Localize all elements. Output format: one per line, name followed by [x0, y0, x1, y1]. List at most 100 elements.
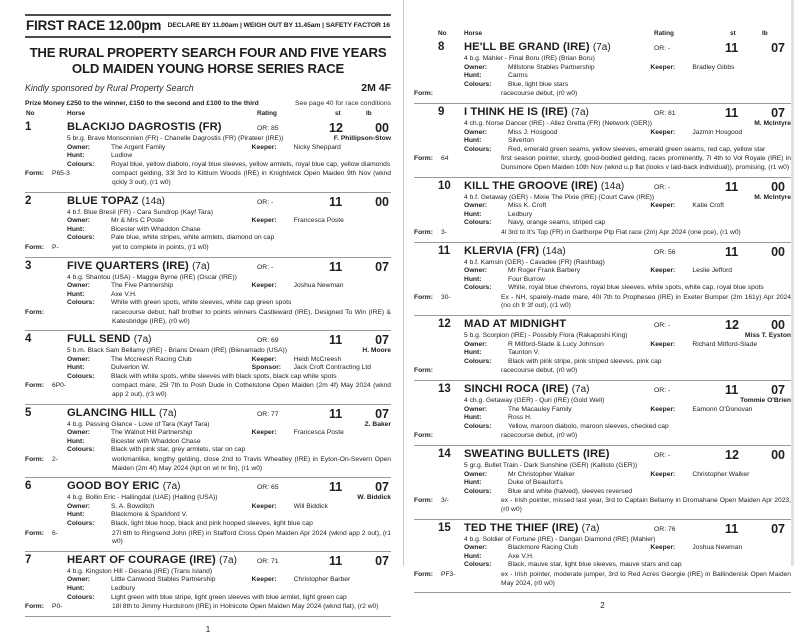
form-row: Form: 3/- ex - Irish pointer, missed las… — [414, 497, 791, 514]
hunt-value: Four Burrow — [508, 275, 545, 283]
weight-pounds: 07 — [771, 41, 785, 55]
runner-name-text: KLERVIA (FR) — [464, 244, 540, 257]
runner-entry: 2 BLUE TOPAZ (14a) OR: - 11 00 4 b.f. Bl… — [25, 193, 391, 258]
colours-value: Light green with blue stripe, light gree… — [111, 593, 347, 601]
form-comment: racecourse debut, (r0 w0) — [501, 432, 578, 440]
runner-age-tag: (7a) — [192, 260, 210, 272]
colours-value: Black with pink stripe, pink striped sle… — [508, 357, 662, 365]
owner-keeper-row: Owner: S. A. Bowditch Keeper: Will Biddi… — [67, 503, 391, 512]
keeper-value: Eamonn O'Donovan — [692, 405, 753, 413]
hunt-value: Axe V.H. — [508, 552, 534, 560]
weight-stones: 11 — [329, 406, 343, 421]
form-figures: 30- — [441, 293, 451, 301]
owner-keeper-row: Owner: Mr & Mrs C Poste Keeper: Francesc… — [67, 217, 391, 226]
runner-name: SINCHI ROCA (IRE) (7a) — [464, 383, 589, 395]
weight-pounds: 07 — [375, 259, 389, 274]
hunt-value: Taunton V. — [508, 349, 540, 357]
hunt-label: Hunt: — [464, 210, 482, 218]
weight-stones: 12 — [329, 121, 343, 135]
hunt-sponsor-row: Hunt: Ross H. Sponsor: — [464, 414, 791, 423]
official-rating: OR: 56 — [654, 248, 676, 256]
sponsor-value: Jack Croft Contracting Ltd — [293, 364, 371, 372]
keeper-value: Francesca Poste — [293, 429, 344, 437]
form-comment: yet to complete in points, (r1 w0) — [112, 243, 209, 251]
hunt-label: Hunt: — [67, 364, 85, 372]
colours-label: Colours: — [67, 234, 95, 242]
owner-label: Owner: — [464, 405, 488, 413]
colours-value: Yellow, maroon diabolo, maroon sleeves, … — [508, 422, 669, 430]
hunt-value: Ross H. — [508, 414, 532, 422]
breeding-row: 4 b.f. Kamsin (GER) - Cavadee (FR) (Rash… — [464, 259, 791, 268]
form-figures: P65-3 — [52, 170, 70, 178]
runner-age-tag: (7a) — [219, 554, 237, 566]
hunt-value: Axe V.H. — [111, 290, 137, 298]
runner-number: 13 — [438, 383, 451, 396]
runner-weight: 11 00 — [725, 245, 785, 259]
rider-name: Miss T. Eyston — [744, 332, 791, 340]
runner-name-text: FIVE QUARTERS (IRE) — [67, 259, 189, 272]
form-label: Form: — [25, 243, 44, 251]
owner-value: The Walnut Hill Partnership — [111, 429, 193, 437]
weight-pounds: 00 — [771, 179, 785, 194]
owner-label: Owner: — [464, 128, 488, 136]
column-rating: Rating — [654, 30, 674, 37]
runner-name: I THINK HE IS (IRE) (7a) — [464, 106, 589, 118]
breeding-line: 4 b.f. Getaway (GER) - Mixie The Pixie (… — [464, 193, 655, 201]
form-label: Form: — [414, 228, 433, 236]
owner-value: Mr Roger Frank Barbery — [508, 267, 581, 275]
runner-details: 4 b.g. Mahler - Final Boru (IRE) (Brian … — [464, 55, 791, 89]
colours-value: White with green spots, white sleeves, w… — [111, 299, 292, 307]
hunt-sponsor-row: Hunt: Ledbury Sponsor: — [67, 585, 391, 594]
runner-weight: 11 07 — [329, 554, 389, 568]
runner-age-tag: (14a) — [141, 195, 166, 207]
colours-row: Colours: Black, light blue hoop, black a… — [67, 520, 391, 529]
rider-name: F. Phillipson-Stow — [333, 135, 391, 142]
keeper-value: Jazmin Hosgood — [692, 128, 743, 136]
owner-label: Owner: — [464, 470, 488, 478]
keeper-value: Joshua Newman — [293, 282, 344, 290]
form-row: Form: racecourse debut, (r0 w0) — [414, 90, 791, 99]
runner-name: FULL SEND (7a) — [67, 333, 152, 345]
runner-age-tag: (7a) — [158, 407, 177, 419]
runner-weight: 11 07 — [329, 407, 389, 421]
form-comment: first season pointer, sturdy, good-bodie… — [501, 155, 791, 171]
runner-weight: 11 00 — [725, 180, 785, 194]
weight-stones: 12 — [725, 318, 739, 333]
weight-stones: 11 — [725, 383, 739, 398]
hunt-label: Hunt: — [67, 584, 85, 592]
runner-entry: 15 TED THE THIEF (IRE) (7a) OR: 76 11 07… — [414, 520, 791, 594]
owner-keeper-row: Owner: Mr Roger Frank Barbery Keeper: Le… — [464, 267, 791, 276]
form-label: Form: — [414, 570, 433, 578]
declare-weighout-info: DECLARE BY 11.00am | WEIGH OUT BY 11.45a… — [167, 22, 391, 29]
form-row: Form: P- yet to complete in points, (r1 … — [25, 244, 391, 253]
weight-stones: 11 — [329, 259, 343, 274]
runner-name-text: TED THE THIEF (IRE) — [464, 521, 579, 534]
runner-list-right: 8 HE'LL BE GRAND (IRE) (7a) OR: - 11 07 … — [414, 39, 791, 594]
weight-pounds: 07 — [375, 406, 389, 421]
hunt-label: Hunt: — [67, 152, 85, 160]
keeper-value: Will Biddick — [293, 502, 328, 510]
colours-label: Colours: — [67, 446, 95, 454]
hunt-sponsor-row: Hunt: Carms Sponsor: — [464, 72, 791, 81]
prize-row: Prize Money £250 to the winner, £150 to … — [25, 100, 391, 107]
hunt-value: Ludlow — [111, 152, 133, 160]
runner-age-tag: (7a) — [133, 334, 152, 346]
column-st: st — [730, 30, 736, 37]
weight-pounds: 00 — [771, 318, 785, 333]
sponsor-note: Kindly sponsored by Rural Property Searc… — [25, 83, 194, 93]
weight-stones: 11 — [329, 480, 343, 495]
keeper-label: Keeper: — [251, 282, 277, 290]
runner-details: 4 b.f. Kamsin (GER) - Cavadee (FR) (Rash… — [464, 259, 791, 293]
colours-row: Colours: White, royal blue chevrons, roy… — [464, 284, 791, 293]
runner-details: 5 b.g. Scorpion (IRE) - Possibly Flora (… — [464, 332, 791, 366]
runner-number: 9 — [438, 105, 445, 118]
owner-value: R Mitford-Slade & Lucy Johnson — [508, 340, 604, 348]
owner-keeper-row: Owner: Millstone Stables Partnership Kee… — [464, 64, 791, 73]
form-comment: compact gelding, 33l 3rd to Kittlum Wood… — [112, 170, 391, 186]
hunt-value: Bicester with Whaddon Chase — [111, 437, 201, 445]
hunt-label: Hunt: — [67, 225, 85, 233]
hunt-sponsor-row: Hunt: Four Burrow Sponsor: — [464, 276, 791, 285]
sponsor-row: Kindly sponsored by Rural Property Searc… — [25, 82, 391, 94]
breeding-row: 4 b.g. Passing Glance - Love of Tara (Ka… — [67, 421, 391, 430]
hunt-value: Silverton — [508, 137, 535, 145]
